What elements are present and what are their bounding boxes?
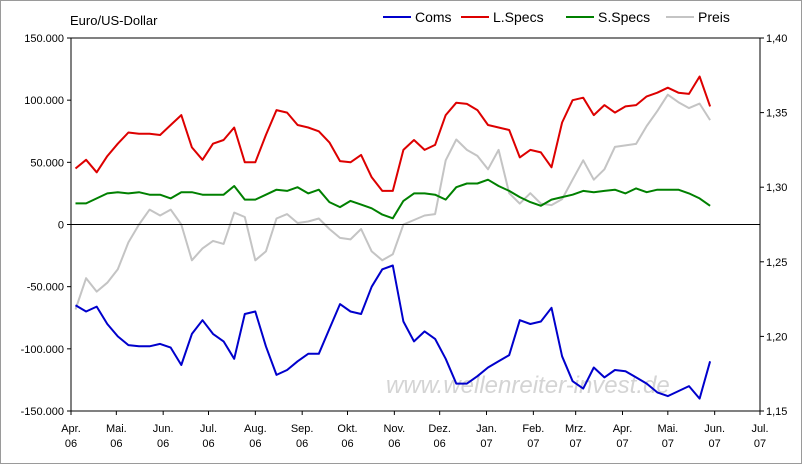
- x-axis-tick-label-line: Dez.: [428, 423, 451, 435]
- legend-label-s-specs: S.Specs: [598, 9, 650, 25]
- x-axis-tick-label: Mai. 07: [657, 423, 678, 450]
- left-axis-tick-label: 50.000: [30, 157, 64, 169]
- x-axis-tick-label-line: 06: [110, 438, 122, 450]
- series-line-s-specs: [75, 178, 711, 220]
- x-axis-tick-label: Mrz. 07: [565, 423, 586, 450]
- x-axis-tick-label-line: 06: [65, 438, 77, 450]
- x-axis-tick-label-line: 06: [388, 438, 400, 450]
- left-axis-tick-label: -100.000: [21, 344, 64, 356]
- x-axis-tick-label: Jul. 07: [751, 423, 768, 450]
- x-axis-tick-label-line: Jul.: [200, 423, 217, 435]
- right-axis-tick-label: 1,40: [766, 33, 787, 45]
- x-axis-tick-label-line: 07: [480, 438, 492, 450]
- x-axis-tick-label: Jan. 07: [476, 423, 497, 450]
- x-axis-tick-label-line: 06: [202, 438, 214, 450]
- x-axis-tick-label-line: 07: [662, 438, 674, 450]
- x-axis-tick-label: Apr. 06: [61, 423, 81, 450]
- chart-title: Euro/US-Dollar: [70, 13, 158, 28]
- x-axis-tick-label-line: Aug.: [244, 423, 267, 435]
- right-axis-tick-label: 1,35: [766, 108, 787, 120]
- legend: Coms L.Specs S.Specs Preis: [383, 9, 730, 25]
- x-axis-tick-label-line: Jun.: [704, 423, 725, 435]
- x-axis-tick-label-line: Jun.: [153, 423, 174, 435]
- x-axis-tick-label-line: 07: [754, 438, 766, 450]
- left-axis-tick-label: -150.000: [21, 406, 64, 418]
- x-axis-tick-label: Aug. 06: [244, 423, 267, 450]
- x-axis-tick-label-line: 06: [434, 438, 446, 450]
- x-axis-tick-label-line: 07: [709, 438, 721, 450]
- x-axis-tick-label: Jun. 06: [153, 423, 174, 450]
- watermark-text: www.wellenreiter-invest.de: [386, 372, 670, 399]
- x-axis-tick-label-line: 06: [249, 438, 261, 450]
- x-axis-tick-label-line: Jan.: [476, 423, 497, 435]
- legend-label-preis: Preis: [698, 9, 730, 25]
- x-axis-tick-label-line: 06: [341, 438, 353, 450]
- x-axis-tick-label: Mai. 06: [106, 423, 127, 450]
- x-axis-tick-label-line: Nov.: [383, 423, 405, 435]
- x-axis-tick-label-line: Okt.: [337, 423, 357, 435]
- right-axis-tick-label: 1,30: [766, 182, 787, 194]
- x-axis-tick-label-line: 07: [570, 438, 582, 450]
- x-axis-tick-label-line: 06: [157, 438, 169, 450]
- legend-label-coms: Coms: [415, 9, 452, 25]
- axes-layer: -150.000 -100.000 -50.000 0 50.000 100.000 150…: [21, 33, 788, 450]
- left-axis-tick-label: -50.000: [27, 282, 64, 294]
- x-axis-tick-label: Feb. 07: [522, 423, 544, 450]
- x-axis-tick-label-line: Mai.: [106, 423, 127, 435]
- x-axis-tick-label-line: Jul.: [751, 423, 768, 435]
- x-axis-tick-label: Okt. 06: [337, 423, 357, 450]
- right-axis-tick-label: 1,25: [766, 257, 787, 269]
- x-axis-tick-label: Jul. 06: [200, 423, 217, 450]
- left-axis-tick-label: 150.000: [24, 33, 64, 45]
- x-axis-tick-label: Nov. 06: [383, 423, 405, 450]
- x-axis-tick-label-line: 07: [527, 438, 539, 450]
- x-axis-tick-label: Jun. 07: [704, 423, 725, 450]
- right-axis-tick-label: 1,20: [766, 331, 787, 343]
- x-axis-tick-label-line: Feb.: [522, 423, 544, 435]
- x-axis-tick-label-line: Mai.: [657, 423, 678, 435]
- x-axis-tick-label-line: 06: [296, 438, 308, 450]
- x-axis-tick-label-line: Apr.: [61, 423, 81, 435]
- x-axis-tick-label: Apr. 07: [613, 423, 633, 450]
- x-axis-tick-label-line: Mrz.: [565, 423, 586, 435]
- x-axis-tick-label: Sep. 06: [291, 423, 314, 450]
- left-axis-tick-label: 100.000: [24, 95, 64, 107]
- x-axis-tick-label-line: Apr.: [613, 423, 633, 435]
- series-line-coms: [74, 264, 712, 400]
- x-axis-tick-label-line: 07: [616, 438, 628, 450]
- x-axis-tick-label: Dez. 06: [428, 423, 451, 450]
- right-axis-tick-label: 1,15: [766, 406, 787, 418]
- series-line-l-specs: [74, 75, 712, 192]
- x-axis-tick-label-line: Sep.: [291, 423, 314, 435]
- left-axis-tick-label: 0: [58, 220, 64, 232]
- legend-label-l-specs: L.Specs: [493, 9, 544, 25]
